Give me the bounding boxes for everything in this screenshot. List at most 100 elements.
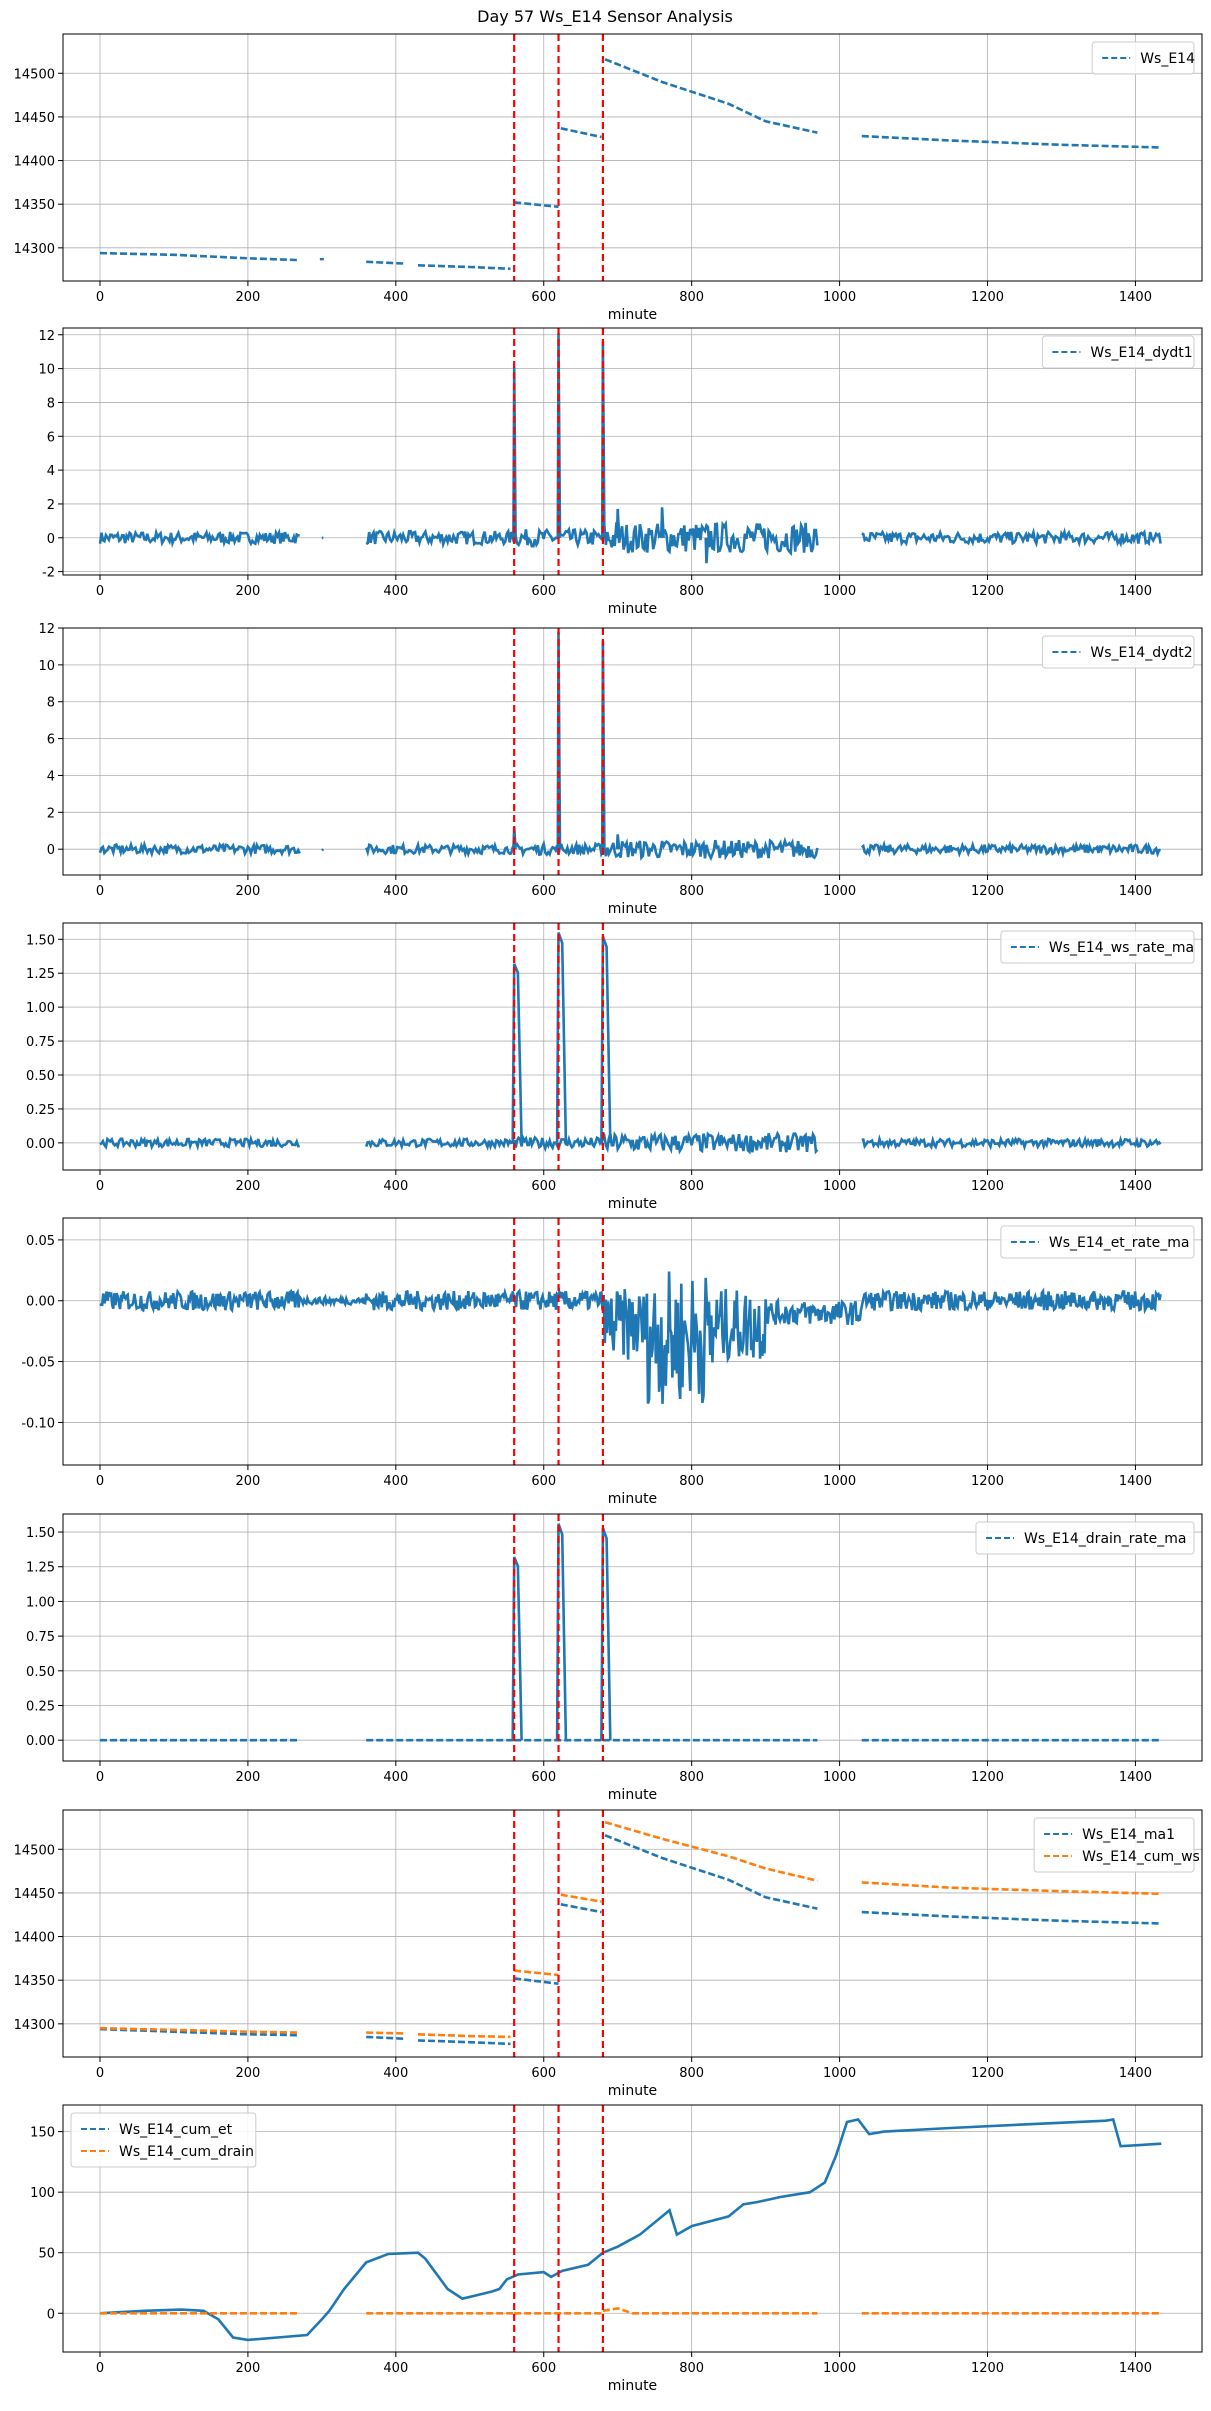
- legend-box: [1000, 930, 1195, 964]
- y-tick-label: 1.25: [26, 1561, 55, 1576]
- series-line: [660, 507, 665, 538]
- series-line: [99, 2118, 1162, 2342]
- series-line: [321, 848, 325, 852]
- y-tick-label: 2: [47, 806, 55, 821]
- legend-box: [1033, 1817, 1195, 1873]
- legend-entry: Ws_E14_cum_drain: [119, 2144, 254, 2160]
- series-Ws_E14_cum_et: [99, 2118, 1162, 2342]
- x-tick-label: 200: [235, 1474, 260, 1489]
- x-tick-label: 800: [679, 1474, 704, 1489]
- series-line: [601, 519, 819, 557]
- y-tick-label: 10: [38, 363, 55, 378]
- x-tick-label: 600: [531, 584, 556, 599]
- y-tick-label: 14300: [14, 242, 55, 257]
- series-line: [514, 1969, 559, 1977]
- axes-frame: [62, 2104, 1203, 2353]
- series-Ws_E14_drain_rate_ma: [100, 1523, 1162, 1742]
- x-tick-label: 200: [235, 584, 260, 599]
- series-line: [514, 1977, 559, 1985]
- x-tick-label: 1400: [1119, 1179, 1152, 1194]
- y-tick-label: 0.75: [26, 1035, 55, 1050]
- x-tick-label: 1400: [1119, 1474, 1152, 1489]
- series-Ws_E14_et_rate_ma: [99, 1271, 1162, 1404]
- y-tick-label: 14300: [14, 2018, 55, 2033]
- series-Ws_E14_ws_rate_ma: [99, 932, 1162, 1155]
- legend: Ws_E14_ma1 Ws_E14_cum_ws: [1033, 1817, 1200, 1873]
- x-tick-label: 1000: [823, 884, 856, 899]
- x-tick-label: 1200: [971, 2361, 1004, 2376]
- x-tick-label: 200: [235, 1770, 260, 1785]
- x-tick-label: 0: [96, 884, 104, 899]
- x-tick-label: 600: [531, 1474, 556, 1489]
- panel-4: 0 200 400 600 800 1000 1200 1400 0.00 0.25 0.50 0.7…: [26, 922, 1203, 1212]
- y-tick-label: 14450: [14, 1887, 55, 1902]
- x-tick-label: 1200: [971, 290, 1004, 305]
- x-tick-label: 1000: [823, 1179, 856, 1194]
- y-tick-label: 8: [47, 396, 55, 411]
- series-line: [861, 134, 1162, 149]
- legend-entry: Ws_E14_et_rate_ma: [1049, 1235, 1190, 1251]
- plot-area: [99, 1271, 1162, 1404]
- series-Ws_E14_dydt1: [98, 333, 1162, 564]
- x-axis-label: minute: [608, 2083, 657, 2099]
- x-tick-label: 800: [679, 1770, 704, 1785]
- x-tick-label: 400: [383, 884, 408, 899]
- y-tick-label: 4: [47, 464, 55, 479]
- series-line: [602, 2307, 818, 2315]
- y-tick-label: 1.50: [26, 1526, 55, 1541]
- legend-entry: Ws_E14: [1140, 51, 1195, 67]
- series-Ws_E14_ma1: [99, 1834, 1162, 2046]
- series-line: [560, 1893, 602, 1903]
- x-tick-label: 0: [96, 584, 104, 599]
- legend: Ws_E14_drain_rate_ma: [975, 1521, 1195, 1555]
- y-tick-label: 0.50: [26, 1665, 55, 1680]
- x-tick-label: 600: [531, 1770, 556, 1785]
- legend-entry: Ws_E14_ws_rate_ma: [1049, 940, 1194, 956]
- y-tick-label: -0.05: [21, 1356, 55, 1371]
- series-line: [417, 2039, 511, 2046]
- x-tick-label: 200: [235, 2361, 260, 2376]
- x-tick-label: 1200: [971, 884, 1004, 899]
- x-tick-label: 400: [383, 1179, 408, 1194]
- x-tick-label: 1400: [1119, 884, 1152, 899]
- x-tick-label: 1200: [971, 1474, 1004, 1489]
- legend-box: [70, 2112, 257, 2168]
- y-tick-label: 0.00: [26, 1137, 55, 1152]
- x-axis-label: minute: [608, 901, 657, 917]
- y-tick-label: 0: [47, 2307, 55, 2322]
- series-line: [861, 1881, 1162, 1896]
- series-line: [560, 127, 602, 139]
- series-line: [511, 963, 523, 1143]
- plot-area: [99, 58, 1162, 271]
- panel-8: 0 200 400 600 800 1000 1200 1400 0 50 100 150 minute…: [30, 2104, 1203, 2394]
- y-tick-label: -0.10: [21, 1416, 55, 1431]
- x-tick-label: 800: [679, 2066, 704, 2081]
- series-line: [860, 839, 1161, 859]
- y-tick-label: 0.50: [26, 1069, 55, 1084]
- series-line: [98, 839, 301, 859]
- x-tick-label: 600: [531, 1179, 556, 1194]
- series-line: [600, 1527, 612, 1741]
- legend: Ws_E14: [1091, 41, 1195, 75]
- x-tick-label: 800: [679, 2361, 704, 2376]
- axes-frame: [62, 627, 1203, 876]
- x-tick-label: 0: [96, 2066, 104, 2081]
- x-tick-label: 1400: [1119, 2066, 1152, 2081]
- series-line: [99, 251, 300, 262]
- x-tick-label: 800: [679, 1179, 704, 1194]
- plot-area: [98, 631, 1161, 862]
- series-line: [99, 2027, 300, 2037]
- legend-entry: Ws_E14_cum_ws: [1082, 1849, 1200, 1865]
- y-tick-label: 14400: [14, 155, 55, 170]
- legend-entry: Ws_E14_drain_rate_ma: [1024, 1531, 1186, 1547]
- panel-5: 0 200 400 600 800 1000 1200 1400 -0.10 -0.05 0.00 0…: [21, 1217, 1203, 1507]
- series-line: [417, 2033, 511, 2039]
- axes-frame: [62, 33, 1203, 282]
- legend-box: [975, 1521, 1195, 1555]
- y-tick-label: 0: [47, 843, 55, 858]
- x-tick-label: 200: [235, 290, 260, 305]
- y-tick-label: 8: [47, 696, 55, 711]
- x-tick-label: 400: [383, 290, 408, 305]
- axes-frame: [62, 922, 1203, 1171]
